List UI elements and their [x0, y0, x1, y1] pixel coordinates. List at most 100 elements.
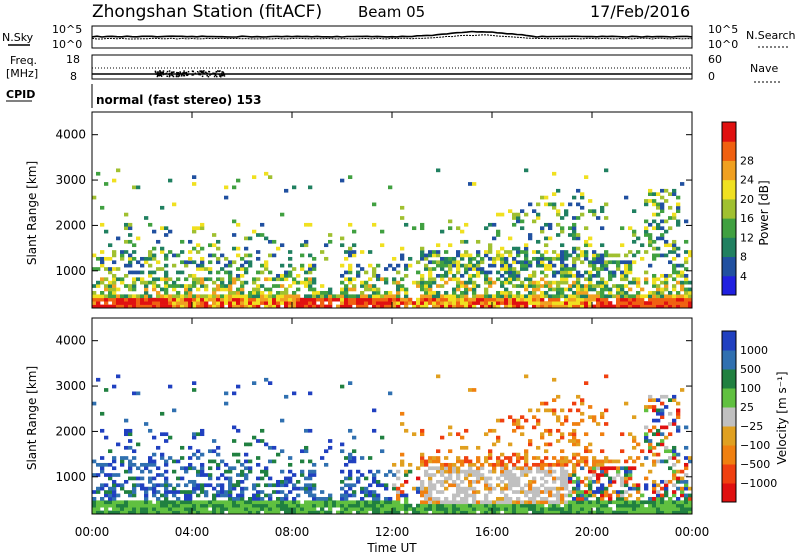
- velocity-cell: [376, 493, 381, 498]
- velocity-cell: [368, 503, 373, 508]
- power-cell: [244, 236, 249, 241]
- power-cell: [624, 260, 629, 265]
- power-cell: [212, 280, 217, 285]
- colorbar-swatch: [722, 350, 736, 370]
- power-cell: [336, 304, 341, 309]
- velocity-cell: [660, 459, 665, 464]
- velocity-cell: [380, 483, 385, 488]
- velocity-cell: [564, 469, 569, 474]
- velocity-cell: [432, 473, 437, 477]
- power-cell: [364, 270, 369, 275]
- velocity-cell: [664, 503, 669, 508]
- velocity-ylabel: Slant Range [km]: [25, 366, 39, 470]
- velocity-cell: [348, 428, 353, 433]
- velocity-cell: [116, 374, 121, 379]
- power-cell: [276, 273, 281, 278]
- power-cell: [160, 226, 165, 231]
- velocity-cell: [556, 428, 561, 433]
- velocity-cell: [288, 462, 293, 467]
- velocity-cell: [592, 500, 597, 505]
- nave-point: [169, 74, 171, 77]
- power-cell: [500, 212, 505, 217]
- power-cell: [484, 280, 489, 285]
- velocity-cell: [424, 469, 429, 474]
- power-cell: [508, 297, 513, 302]
- power-cell: [160, 250, 165, 254]
- nave-point: [221, 74, 224, 77]
- power-cell: [288, 273, 293, 278]
- velocity-cell: [416, 466, 421, 471]
- power-cell: [260, 297, 265, 302]
- velocity-cell: [360, 456, 365, 460]
- velocity-cell: [304, 428, 309, 433]
- velocity-cell: [228, 507, 233, 511]
- power-cell: [596, 256, 601, 261]
- velocity-cell: [576, 462, 581, 467]
- power-cell: [352, 250, 357, 254]
- velocity-cell: [144, 486, 149, 491]
- velocity-cell: [520, 456, 525, 460]
- velocity-cell: [532, 510, 537, 515]
- power-cell: [684, 260, 689, 265]
- power-cell: [536, 256, 541, 261]
- power-cell: [300, 253, 305, 258]
- velocity-cell: [460, 490, 465, 494]
- nsky-tick-bottom: 10^0: [52, 38, 82, 51]
- nave-point: [162, 73, 165, 76]
- power-cell: [176, 297, 181, 302]
- power-cell: [280, 290, 285, 295]
- power-cell: [604, 301, 609, 305]
- velocity-cell: [224, 503, 229, 508]
- velocity-cell: [140, 476, 145, 481]
- velocity-cell: [484, 496, 489, 501]
- velocity-cell: [472, 496, 477, 501]
- nave-point: [220, 74, 222, 77]
- power-cell: [292, 277, 297, 282]
- velocity-cell: [260, 503, 265, 508]
- power-cell: [244, 267, 249, 271]
- colorbar-tick-label: 100: [740, 382, 761, 395]
- power-cell: [548, 260, 553, 265]
- velocity-cell: [268, 381, 273, 385]
- velocity-cell: [584, 456, 589, 460]
- power-cell: [684, 294, 689, 299]
- velocity-cell: [104, 500, 109, 505]
- velocity-cell: [292, 500, 297, 505]
- power-cell: [520, 219, 525, 224]
- colorbar-swatch: [722, 445, 736, 465]
- velocity-cell: [136, 476, 141, 481]
- power-cell: [172, 297, 177, 302]
- velocity-cell: [656, 483, 661, 488]
- nave-point: [162, 70, 165, 72]
- power-cell: [348, 280, 353, 285]
- velocity-cell: [572, 469, 577, 474]
- velocity-cell: [588, 476, 593, 481]
- velocity-cell: [156, 496, 161, 501]
- power-cell: [432, 267, 437, 271]
- power-cell: [200, 260, 205, 265]
- velocity-cell: [660, 507, 665, 511]
- velocity-cell: [216, 483, 221, 488]
- velocity-cell: [196, 473, 201, 477]
- velocity-cell: [668, 500, 673, 505]
- power-cell: [460, 253, 465, 258]
- power-cell: [272, 277, 277, 282]
- power-cell: [308, 185, 313, 190]
- power-cell: [620, 260, 625, 265]
- velocity-cell: [480, 503, 485, 508]
- power-cell: [632, 277, 637, 282]
- power-cell: [524, 284, 529, 288]
- velocity-cell: [108, 476, 113, 481]
- velocity-cell: [516, 459, 521, 464]
- power-cell: [360, 297, 365, 302]
- nave-point: [201, 75, 204, 78]
- velocity-cell: [672, 456, 677, 460]
- power-cell: [152, 229, 157, 234]
- velocity-cell: [100, 428, 105, 433]
- power-cell: [644, 277, 649, 282]
- velocity-cell: [436, 503, 441, 508]
- velocity-cell: [428, 507, 433, 511]
- velocity-cell: [316, 496, 321, 501]
- power-cell: [476, 273, 481, 278]
- nave-point: [221, 73, 224, 76]
